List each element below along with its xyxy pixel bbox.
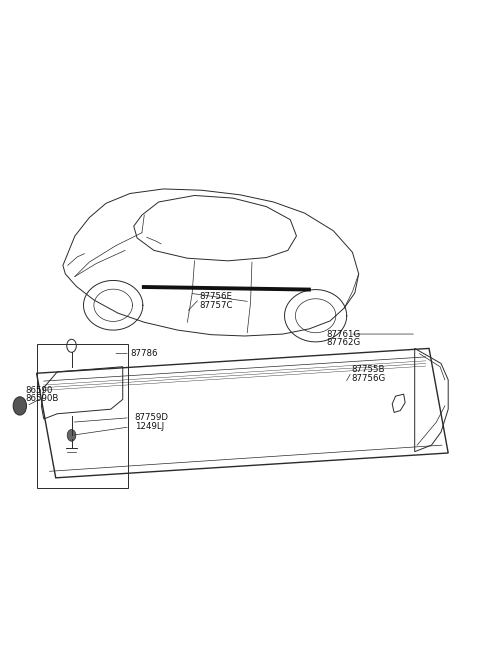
Text: 87756E: 87756E	[199, 292, 232, 301]
Text: 87762G: 87762G	[326, 338, 360, 347]
Text: 87756G: 87756G	[351, 374, 386, 383]
Text: 1249LJ: 1249LJ	[135, 422, 164, 432]
Text: 87761G: 87761G	[326, 329, 360, 339]
Text: 87759D: 87759D	[135, 413, 168, 422]
Circle shape	[67, 430, 76, 441]
Text: 87786: 87786	[130, 349, 157, 358]
Text: 87755B: 87755B	[351, 365, 385, 375]
Text: 86590: 86590	[25, 386, 53, 395]
Text: 86590B: 86590B	[25, 394, 59, 403]
Text: 87757C: 87757C	[199, 301, 233, 310]
Circle shape	[13, 397, 26, 415]
